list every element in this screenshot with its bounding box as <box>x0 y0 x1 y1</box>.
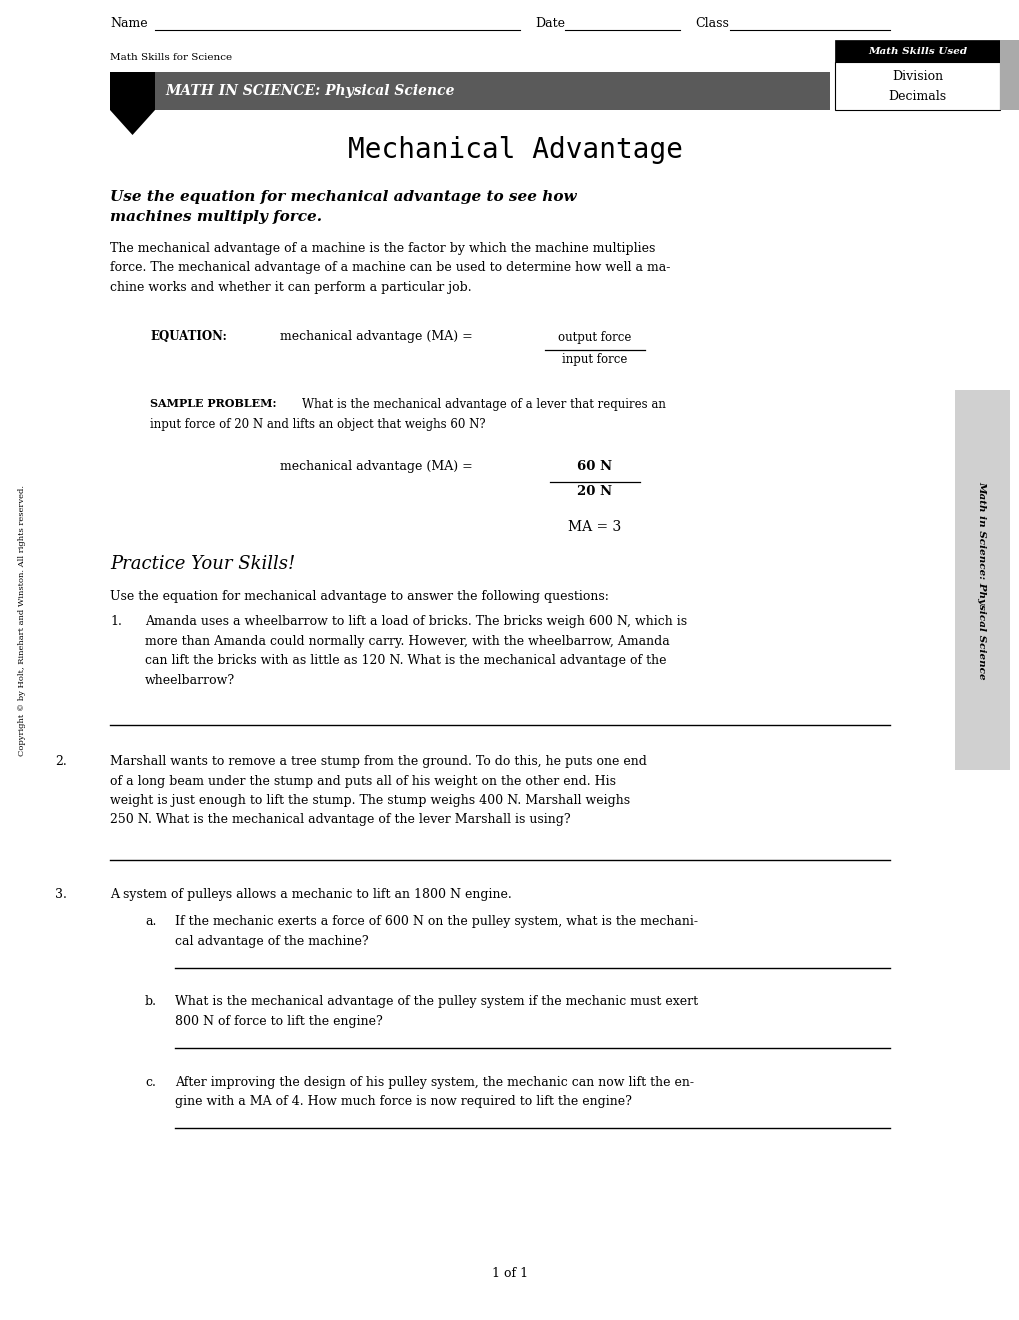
Text: Use the equation for mechanical advantage to see how: Use the equation for mechanical advantag… <box>110 190 576 205</box>
Text: more than Amanda could normally carry. However, with the wheelbarrow, Amanda: more than Amanda could normally carry. H… <box>145 635 669 648</box>
Text: of a long beam under the stump and puts all of his weight on the other end. His: of a long beam under the stump and puts … <box>110 775 615 788</box>
Text: machines multiply force.: machines multiply force. <box>110 210 322 224</box>
Text: mechanical advantage (MA) =: mechanical advantage (MA) = <box>280 459 472 473</box>
Text: 60 N: 60 N <box>577 459 612 473</box>
Text: A system of pulleys allows a mechanic to lift an 1800 N engine.: A system of pulleys allows a mechanic to… <box>110 888 512 902</box>
Text: Class: Class <box>694 17 729 30</box>
FancyBboxPatch shape <box>110 73 829 110</box>
Text: SAMPLE PROBLEM:: SAMPLE PROBLEM: <box>150 399 276 409</box>
Text: Division: Division <box>891 70 943 82</box>
Text: MATH IN SCIENCE: Physical Science: MATH IN SCIENCE: Physical Science <box>165 84 454 98</box>
Text: 20 N: 20 N <box>577 484 612 498</box>
Text: force. The mechanical advantage of a machine can be used to determine how well a: force. The mechanical advantage of a mac… <box>110 261 669 275</box>
Text: Decimals: Decimals <box>888 90 946 103</box>
FancyBboxPatch shape <box>954 389 1009 770</box>
Text: Use the equation for mechanical advantage to answer the following questions:: Use the equation for mechanical advantag… <box>110 590 608 603</box>
Text: cal advantage of the machine?: cal advantage of the machine? <box>175 935 368 948</box>
Text: a.: a. <box>145 915 156 928</box>
Text: mechanical advantage (MA) =: mechanical advantage (MA) = <box>280 330 472 343</box>
Text: MA = 3: MA = 3 <box>568 520 621 535</box>
Text: The mechanical advantage of a machine is the factor by which the machine multipl: The mechanical advantage of a machine is… <box>110 242 655 255</box>
Text: c.: c. <box>145 1076 156 1089</box>
Text: 250 N. What is the mechanical advantage of the lever Marshall is using?: 250 N. What is the mechanical advantage … <box>110 813 570 826</box>
Text: can lift the bricks with as little as 120 N. What is the mechanical advantage of: can lift the bricks with as little as 12… <box>145 653 665 667</box>
Text: output force: output force <box>557 331 631 345</box>
Text: 1.: 1. <box>110 615 121 628</box>
Text: Marshall wants to remove a tree stump from the ground. To do this, he puts one e: Marshall wants to remove a tree stump fr… <box>110 755 646 768</box>
Text: 3.: 3. <box>55 888 67 902</box>
Text: Math Skills for Science: Math Skills for Science <box>110 53 232 62</box>
Text: 800 N of force to lift the engine?: 800 N of force to lift the engine? <box>175 1015 382 1027</box>
Text: chine works and whether it can perform a particular job.: chine works and whether it can perform a… <box>110 281 471 294</box>
Text: What is the mechanical advantage of the pulley system if the mechanic must exert: What is the mechanical advantage of the … <box>175 995 697 1008</box>
Text: Name: Name <box>110 17 148 30</box>
Text: 1 of 1: 1 of 1 <box>491 1267 528 1280</box>
FancyBboxPatch shape <box>835 62 999 110</box>
Text: input force: input force <box>561 352 627 366</box>
Text: weight is just enough to lift the stump. The stump weighs 400 N. Marshall weighs: weight is just enough to lift the stump.… <box>110 795 630 807</box>
Text: Math Skills Used: Math Skills Used <box>867 46 966 55</box>
Text: 2.: 2. <box>55 755 66 768</box>
Text: Mechanical Advantage: Mechanical Advantage <box>347 136 682 164</box>
Text: After improving the design of his pulley system, the mechanic can now lift the e: After improving the design of his pulley… <box>175 1076 693 1089</box>
Text: wheelbarrow?: wheelbarrow? <box>145 673 235 686</box>
Text: input force of 20 N and lifts an object that weighs 60 N?: input force of 20 N and lifts an object … <box>150 418 485 432</box>
Text: Copyright © by Holt, Rinehart and Winston. All rights reserved.: Copyright © by Holt, Rinehart and Winsto… <box>18 484 25 755</box>
Polygon shape <box>110 73 155 135</box>
Text: b.: b. <box>145 995 157 1008</box>
Text: Math in Science: Physical Science: Math in Science: Physical Science <box>976 480 985 680</box>
Text: What is the mechanical advantage of a lever that requires an: What is the mechanical advantage of a le… <box>302 399 665 411</box>
Text: If the mechanic exerts a force of 600 N on the pulley system, what is the mechan: If the mechanic exerts a force of 600 N … <box>175 915 697 928</box>
Text: EQUATION:: EQUATION: <box>150 330 226 343</box>
FancyBboxPatch shape <box>835 40 999 62</box>
FancyBboxPatch shape <box>999 40 1019 110</box>
Text: Date: Date <box>535 17 565 30</box>
Text: gine with a MA of 4. How much force is now required to lift the engine?: gine with a MA of 4. How much force is n… <box>175 1096 631 1109</box>
Text: Amanda uses a wheelbarrow to lift a load of bricks. The bricks weigh 600 N, whic: Amanda uses a wheelbarrow to lift a load… <box>145 615 687 628</box>
Text: Practice Your Skills!: Practice Your Skills! <box>110 554 294 573</box>
